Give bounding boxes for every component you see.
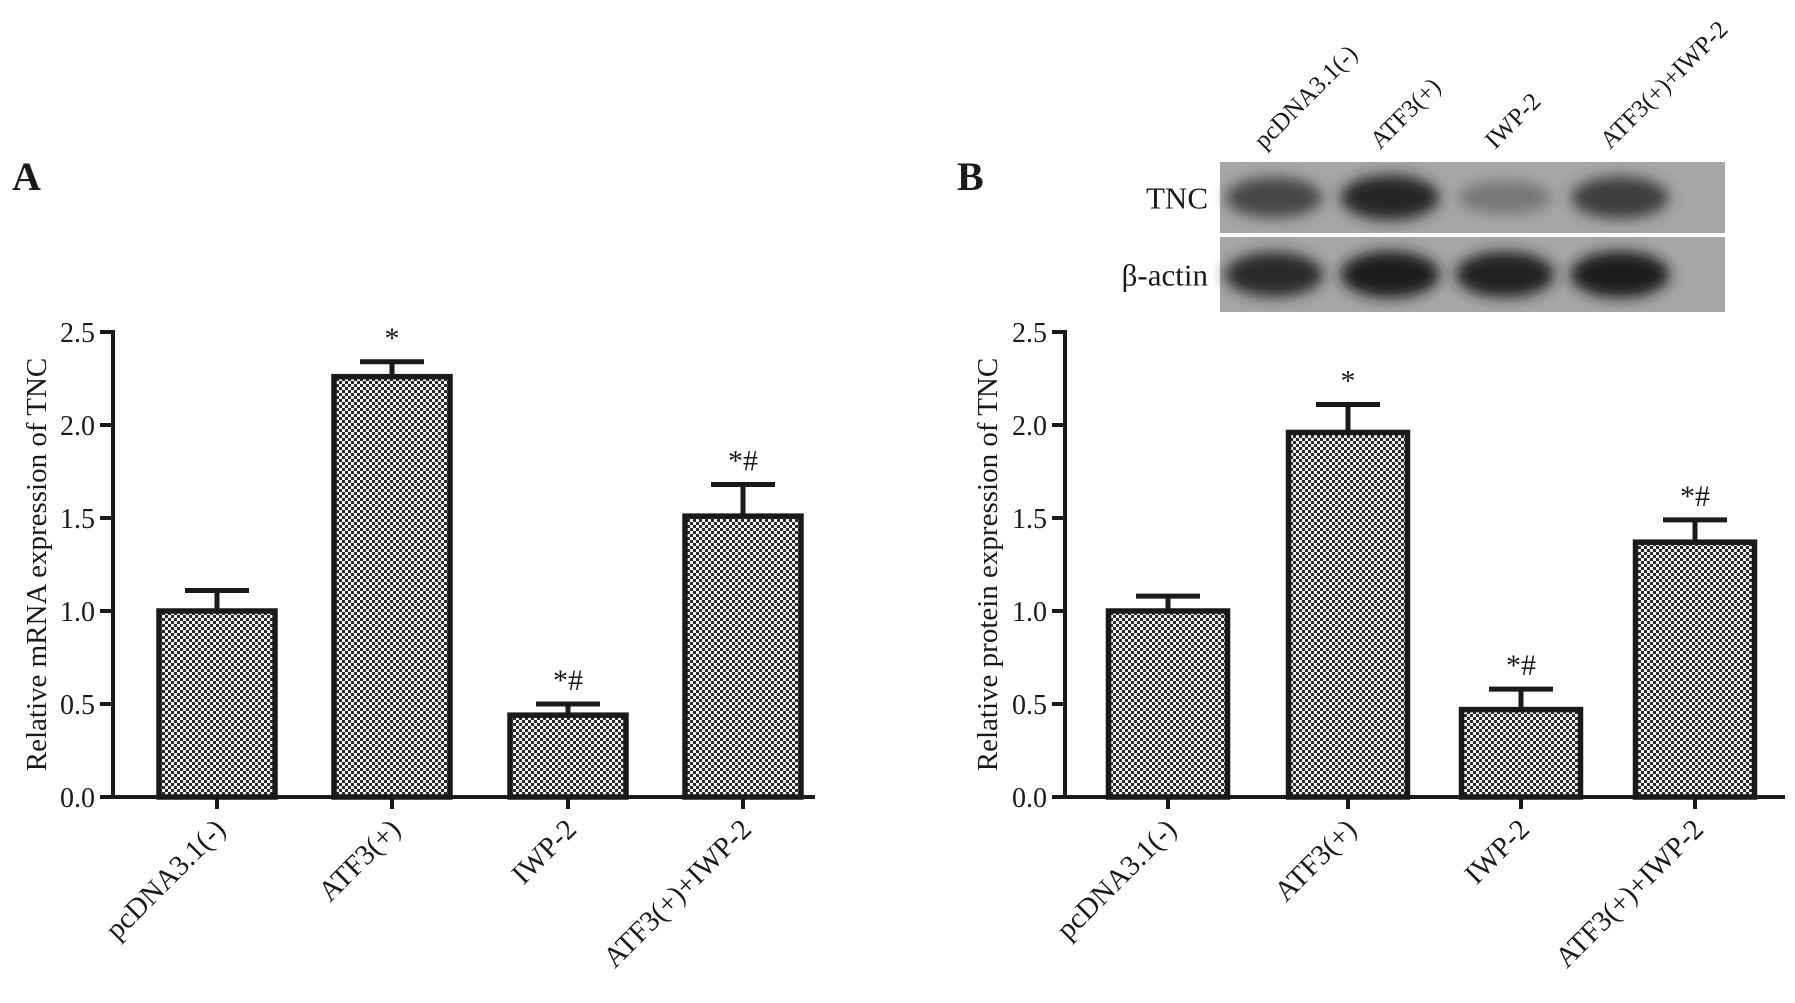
panel-letter-a: A (12, 154, 41, 199)
chart-a-significance-2: *# (553, 664, 583, 697)
chart-a-category-label-1: ATF3(+) (312, 813, 407, 908)
chart-b-error-bar-0 (1136, 593, 1200, 611)
chart-b-y-tick-label-4: 2.0 (1012, 411, 1047, 442)
chart-a-significance-3: *# (728, 445, 758, 478)
chart-a-bars (156, 359, 804, 800)
chart-b-significance-1: * (1341, 365, 1356, 398)
chart-b-bar-0 (1105, 608, 1231, 800)
blot-row-label-1: β-actin (1122, 258, 1209, 293)
chart-a-category-label-0: pcDNA3.1(-) (99, 813, 232, 946)
blot-row-label-0: TNC (1146, 181, 1208, 216)
chart-b-category-label-3: ATF3(+)+IWP-2 (1549, 813, 1710, 974)
chart-b-error-bar-1 (1316, 402, 1380, 433)
chart-a-y-axis-title: Relative mRNA expression of TNC (21, 358, 53, 771)
chart-a-axes (100, 330, 815, 809)
chart-a-error-bar-0 (185, 588, 249, 611)
blot-band-1-0 (1224, 252, 1324, 297)
chart-a-y-tick-label-5: 2.5 (60, 318, 95, 349)
chart-a-error-bar-1 (360, 359, 424, 377)
chart-a-y-tick-label-3: 1.5 (60, 504, 95, 535)
blot-row-separator (1220, 233, 1725, 237)
chart-a-error-bar-3 (711, 482, 775, 517)
chart-a-y-tick-label-4: 2.0 (60, 411, 95, 442)
chart-b-bar-2 (1458, 706, 1584, 800)
chart-b: * *# *# 0.0 0.5 1.0 1.5 2.0 2.5 pcDNA3.1(-) ATF3(+… (972, 318, 1785, 974)
chart-b-category-label-1: ATF3(+) (1268, 813, 1363, 908)
blot-band-1-2 (1455, 251, 1555, 298)
chart-a-bar-2 (507, 712, 629, 800)
panel-letter-b: B (957, 154, 984, 199)
blot-band-0-2 (1458, 180, 1552, 215)
blot-lane-label-2: IWP-2 (1480, 88, 1546, 154)
chart-b-significance-2: *# (1506, 649, 1536, 682)
chart-b-y-tick-label-0: 0.0 (1012, 783, 1047, 814)
chart-a: * *# *# 0.0 0.5 1.0 1.5 2.0 2.5 pcDNA3.1(-) ATF3(+… (21, 318, 815, 974)
chart-b-category-label-0: pcDNA3.1(-) (1050, 813, 1183, 946)
chart-a-bar-3 (682, 513, 804, 800)
chart-b-y-tick-label-2: 1.0 (1012, 597, 1047, 628)
chart-a-y-tick-label-1: 0.5 (60, 690, 95, 721)
chart-a-category-label-3: ATF3(+)+IWP-2 (597, 813, 758, 974)
chart-b-y-tick-label-3: 1.5 (1012, 504, 1047, 535)
blot-band-0-0 (1225, 177, 1323, 218)
chart-b-bars (1105, 402, 1758, 800)
chart-a-y-tick-label-0: 0.0 (60, 783, 95, 814)
chart-b-y-axis-title: Relative protein expression of TNC (972, 358, 1004, 771)
chart-a-significance-1: * (385, 322, 400, 355)
chart-b-bar-3 (1632, 539, 1758, 800)
chart-a-category-label-2: IWP-2 (506, 813, 583, 890)
blot-band-0-3 (1571, 176, 1669, 219)
blot-band-0-1 (1340, 174, 1440, 221)
chart-a-error-bar-2 (536, 701, 600, 716)
chart-b-y-tick-label-1: 0.5 (1012, 690, 1047, 721)
chart-b-bar-1 (1285, 429, 1411, 800)
blot-lane-label-3: ATF3(+)+IWP-2 (1595, 16, 1733, 154)
chart-a-bar-1 (331, 373, 453, 800)
chart-a-bar-0 (156, 608, 278, 800)
chart-b-error-bar-3 (1663, 517, 1727, 543)
chart-b-category-label-2: IWP-2 (1459, 813, 1536, 890)
chart-a-y-tick-label-2: 1.0 (60, 597, 95, 628)
chart-b-error-bar-2 (1489, 686, 1553, 710)
western-blot: TNC β-actin pcDNA3.1(-) ATF3(+) IWP-2 ATF3(+)… (1122, 16, 1733, 312)
chart-b-significance-3: *# (1680, 480, 1710, 513)
blot-lane-label-0: pcDNA3.1(-) (1249, 40, 1363, 154)
chart-b-y-tick-label-5: 2.5 (1012, 318, 1047, 349)
blot-band-1-3 (1570, 251, 1670, 298)
chart-b-axes (1052, 330, 1785, 809)
blot-band-1-1 (1340, 251, 1440, 298)
blot-lane-label-1: ATF3(+) (1365, 73, 1446, 154)
